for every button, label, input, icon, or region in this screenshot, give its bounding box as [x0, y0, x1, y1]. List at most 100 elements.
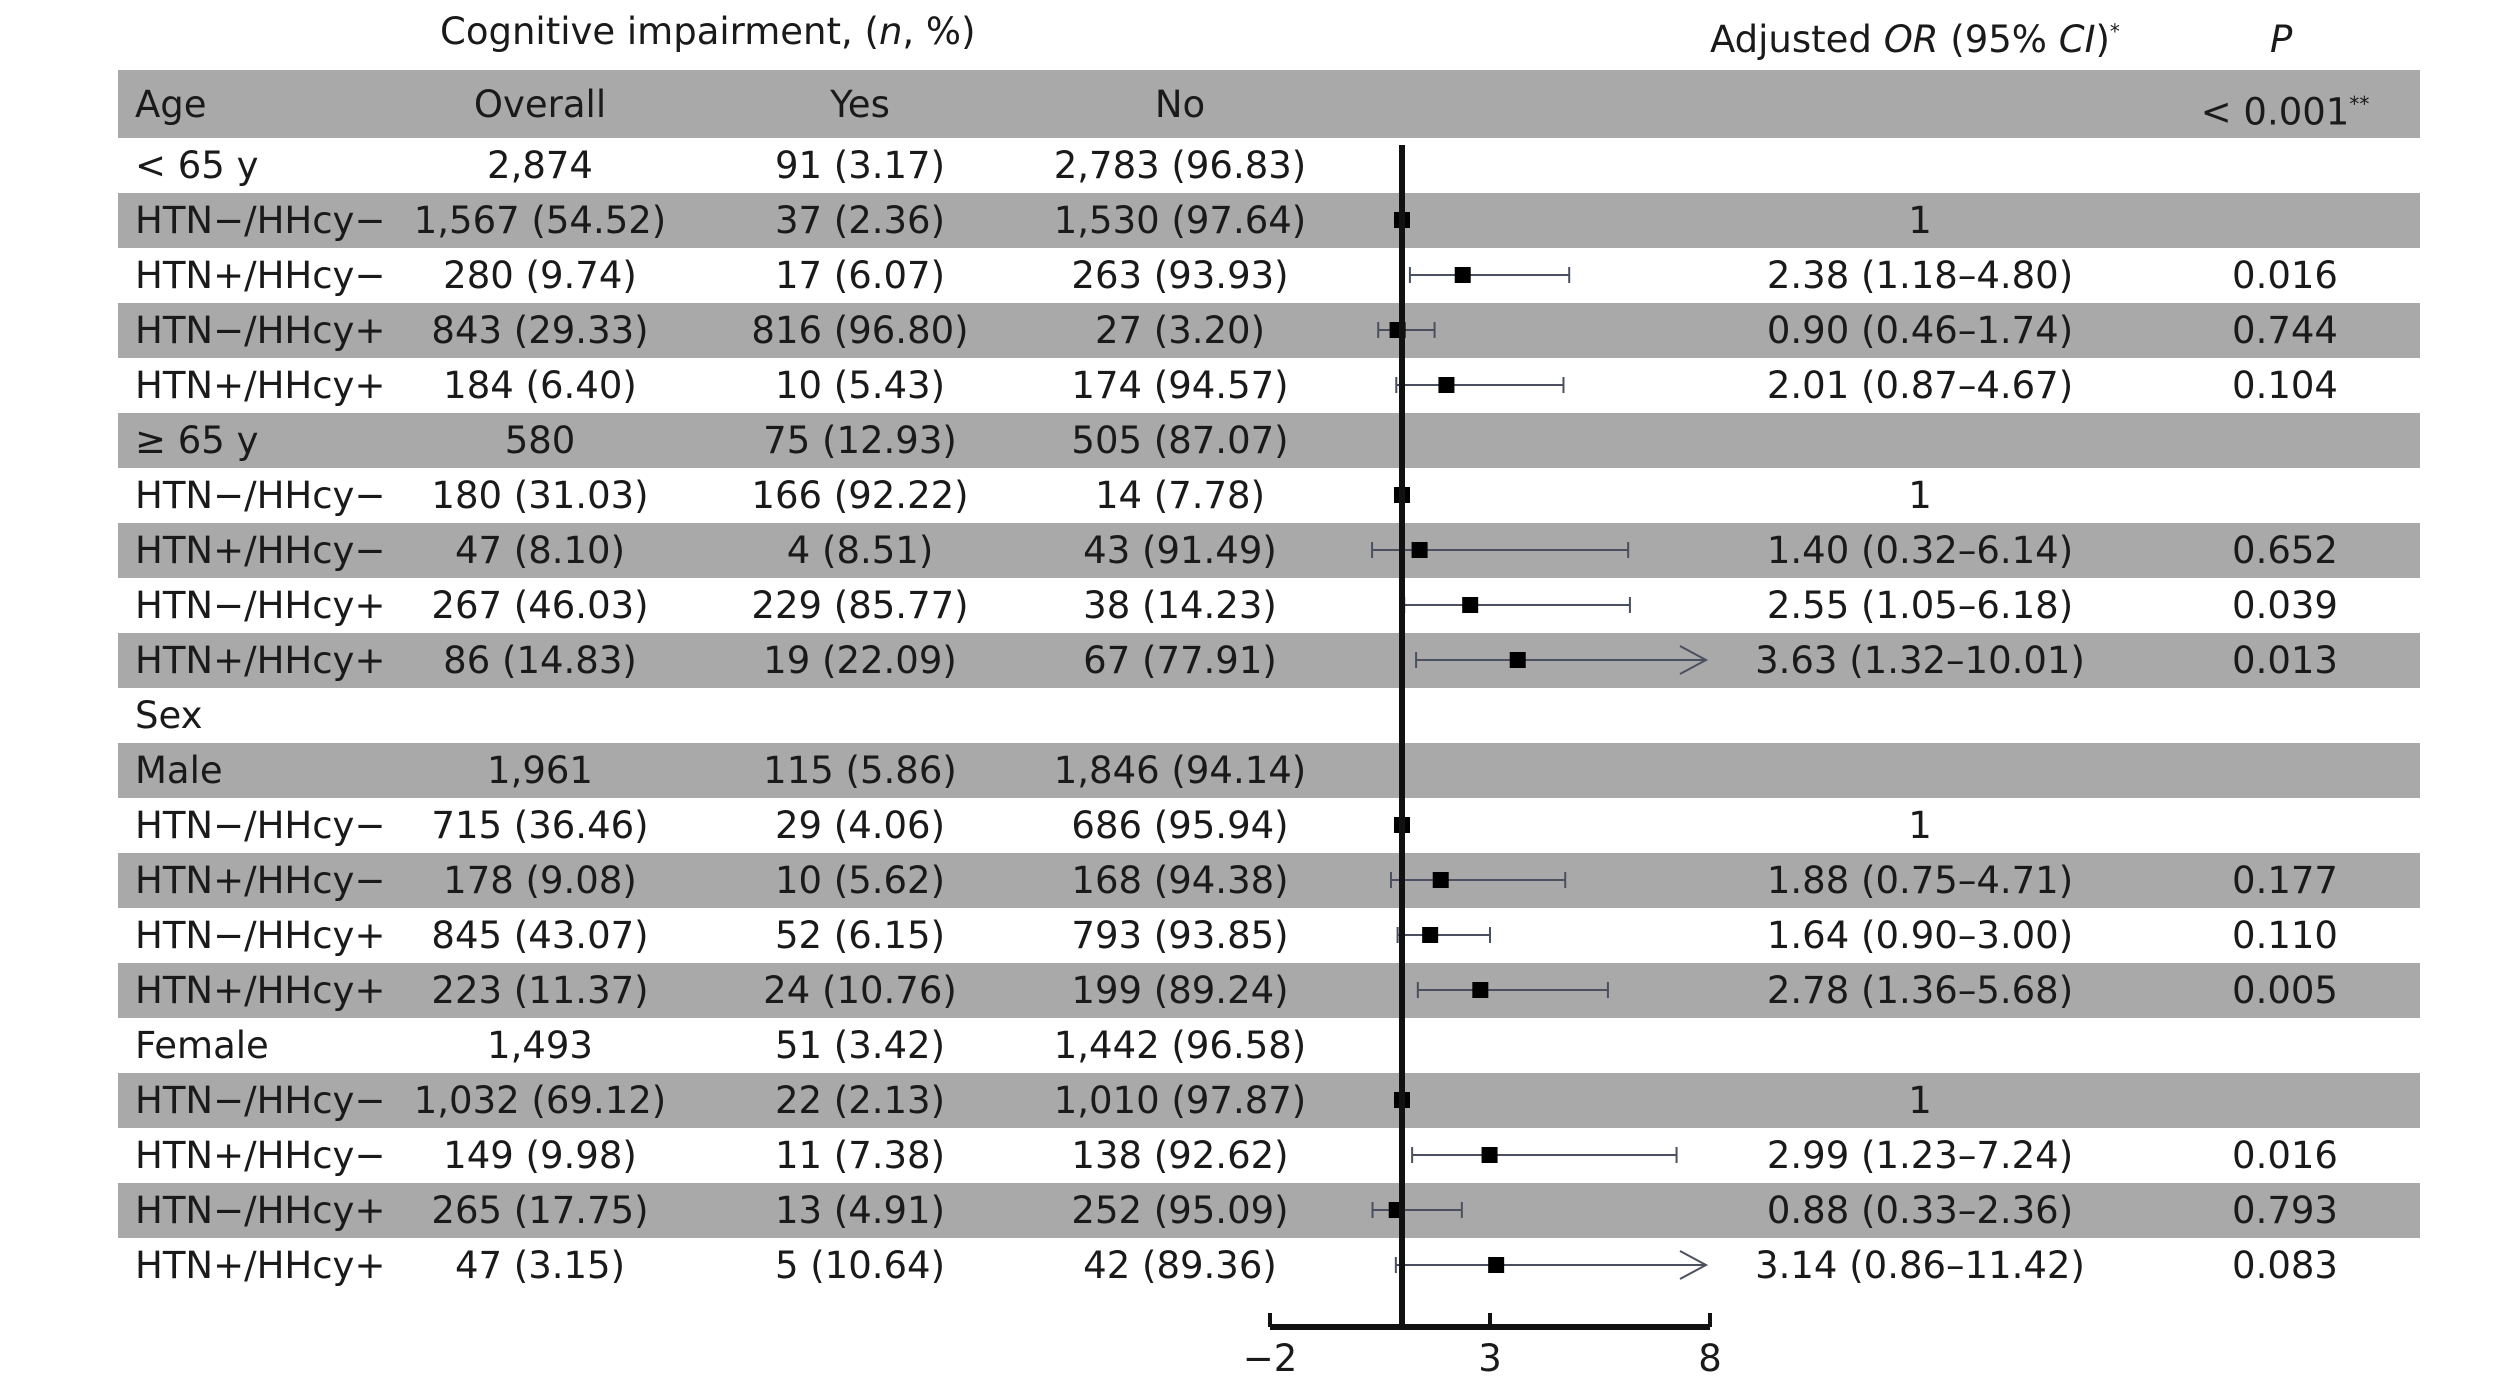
ci-arrow: [1679, 645, 1709, 675]
or-cell: 1: [1908, 1079, 1932, 1122]
no-cell: 14 (7.78): [1094, 474, 1266, 517]
yes-cell: 75 (12.93): [763, 419, 957, 462]
row-label: HTN+/HHcy+: [135, 969, 386, 1012]
row-label: HTN+/HHcy−: [135, 859, 386, 902]
overall-cell: 47 (3.15): [454, 1244, 626, 1287]
row-label: ≥ 65 y: [135, 419, 259, 462]
row-band: [118, 523, 2420, 578]
table-row: HTN+/HHcy+ 223 (11.37) 24 (10.76) 199 (89.2…: [0, 963, 2520, 1018]
p-cell: 0.016: [2232, 254, 2338, 297]
p-cell: 0.013: [2232, 639, 2338, 682]
no-cell: 168 (94.38): [1071, 859, 1289, 902]
overall-cell: 2,874: [487, 144, 593, 187]
overall-cell: 184 (6.40): [443, 364, 637, 407]
yes-cell: 816 (96.80): [751, 309, 969, 352]
title-n: n: [878, 10, 903, 53]
no-cell: 1,442 (96.58): [1053, 1024, 1307, 1067]
or-marker: [1438, 377, 1455, 393]
yes-cell: 229 (85.77): [751, 584, 969, 627]
yes-cell: 115 (5.86): [763, 749, 957, 792]
col-p-value: < 0.001: [2200, 90, 2350, 134]
or-cell: 1.88 (0.75–4.71): [1766, 859, 2074, 902]
overall-cell: 1,567 (54.52): [413, 199, 667, 242]
p-cell: 0.039: [2232, 584, 2338, 627]
row-band: [118, 193, 2420, 248]
no-cell: 42 (89.36): [1083, 1244, 1277, 1287]
p-cell: 0.016: [2232, 1134, 2338, 1177]
title-main: Cognitive impairment, (: [440, 10, 879, 53]
or-marker: [1411, 542, 1428, 558]
or-cell: 1: [1908, 804, 1932, 847]
yes-cell: 17 (6.07): [774, 254, 946, 297]
column-header-band: [118, 70, 2420, 138]
x-tick-label: 3: [1478, 1337, 1502, 1380]
overall-cell: 180 (31.03): [431, 474, 649, 517]
table-row: Male 1,961 115 (5.86) 1,846 (94.14): [0, 743, 2520, 798]
p-cell: 0.177: [2232, 859, 2338, 902]
overall-cell: 86 (14.83): [443, 639, 637, 682]
overall-cell: 265 (17.75): [431, 1189, 649, 1232]
or-marker: [1454, 267, 1471, 283]
row-label: Female: [135, 1024, 269, 1067]
overall-cell: 47 (8.10): [454, 529, 626, 572]
or-header-mid: (95%: [1938, 18, 2059, 61]
table-row: HTN+/HHcy− 47 (8.10) 4 (8.51) 43 (91.49) 1.4…: [0, 523, 2520, 578]
row-label: HTN+/HHcy−: [135, 529, 386, 572]
title-tail: , %): [902, 10, 976, 53]
col-overall: Overall: [473, 83, 607, 126]
column-header-row: Age Overall Yes No < 0.001**: [0, 77, 2520, 134]
table-row: < 65 y 2,874 91 (3.17) 2,783 (96.83): [0, 138, 2520, 193]
or-marker: [1462, 597, 1479, 613]
row-band: [118, 1073, 2420, 1128]
yes-cell: 19 (22.09): [763, 639, 957, 682]
or-header: Adjusted OR (95% CI)*: [1710, 18, 2120, 61]
no-cell: 38 (14.23): [1083, 584, 1277, 627]
row-label: HTN+/HHcy+: [135, 639, 386, 682]
table-row: Female 1,493 51 (3.42) 1,442 (96.58): [0, 1018, 2520, 1073]
p-header-label: P: [2270, 18, 2293, 61]
col-p: < 0.001**: [2150, 77, 2420, 134]
row-label: < 65 y: [135, 144, 259, 187]
row-label: HTN+/HHcy+: [135, 364, 386, 407]
overall-cell: 149 (9.98): [443, 1134, 637, 1177]
no-cell: 793 (93.85): [1071, 914, 1289, 957]
p-cell: 0.104: [2232, 364, 2338, 407]
table-row: HTN−/HHcy+ 267 (46.03) 229 (85.77) 38 (14.2…: [0, 578, 2520, 633]
overall-cell: 715 (36.46): [431, 804, 649, 847]
yes-cell: 13 (4.91): [774, 1189, 946, 1232]
no-cell: 1,010 (97.87): [1053, 1079, 1307, 1122]
row-label: HTN−/HHcy−: [135, 1079, 386, 1122]
or-cell: 1: [1908, 199, 1932, 242]
overall-cell: 267 (46.03): [431, 584, 649, 627]
row-label: HTN+/HHcy−: [135, 1134, 386, 1177]
table-row: HTN+/HHcy− 178 (9.08) 10 (5.62) 168 (94.38)…: [0, 853, 2520, 908]
row-label: Sex: [135, 694, 203, 737]
yes-cell: 11 (7.38): [774, 1134, 946, 1177]
or-marker: [1509, 652, 1526, 668]
row-label: Male: [135, 749, 223, 792]
yes-cell: 10 (5.62): [774, 859, 946, 902]
no-cell: 1,530 (97.64): [1053, 199, 1307, 242]
yes-cell: 166 (92.22): [751, 474, 969, 517]
ci-arrow: [1679, 1250, 1709, 1280]
x-tick-label: −2: [1243, 1337, 1298, 1380]
p-cell: 0.083: [2232, 1244, 2338, 1287]
no-cell: 263 (93.93): [1071, 254, 1289, 297]
or-cell: 3.14 (0.86–11.42): [1755, 1244, 2085, 1287]
yes-cell: 24 (10.76): [763, 969, 957, 1012]
row-band: [118, 853, 2420, 908]
no-cell: 174 (94.57): [1071, 364, 1289, 407]
row-label: HTN−/HHcy+: [135, 914, 386, 957]
no-cell: 252 (95.09): [1071, 1189, 1289, 1232]
row-label: HTN+/HHcy−: [135, 254, 386, 297]
p-header: P: [2270, 18, 2293, 61]
p-cell: 0.005: [2232, 969, 2338, 1012]
row-band: [118, 303, 2420, 358]
row-label: HTN+/HHcy+: [135, 1244, 386, 1287]
table-row: HTN+/HHcy− 280 (9.74) 17 (6.07) 263 (93.93)…: [0, 248, 2520, 303]
overall-cell: 1,032 (69.12): [413, 1079, 667, 1122]
overall-cell: 280 (9.74): [443, 254, 637, 297]
or-cell: 0.88 (0.33–2.36): [1766, 1189, 2074, 1232]
or-cell: 3.63 (1.32–10.01): [1755, 639, 2085, 682]
or-header-post: ): [2095, 18, 2110, 61]
